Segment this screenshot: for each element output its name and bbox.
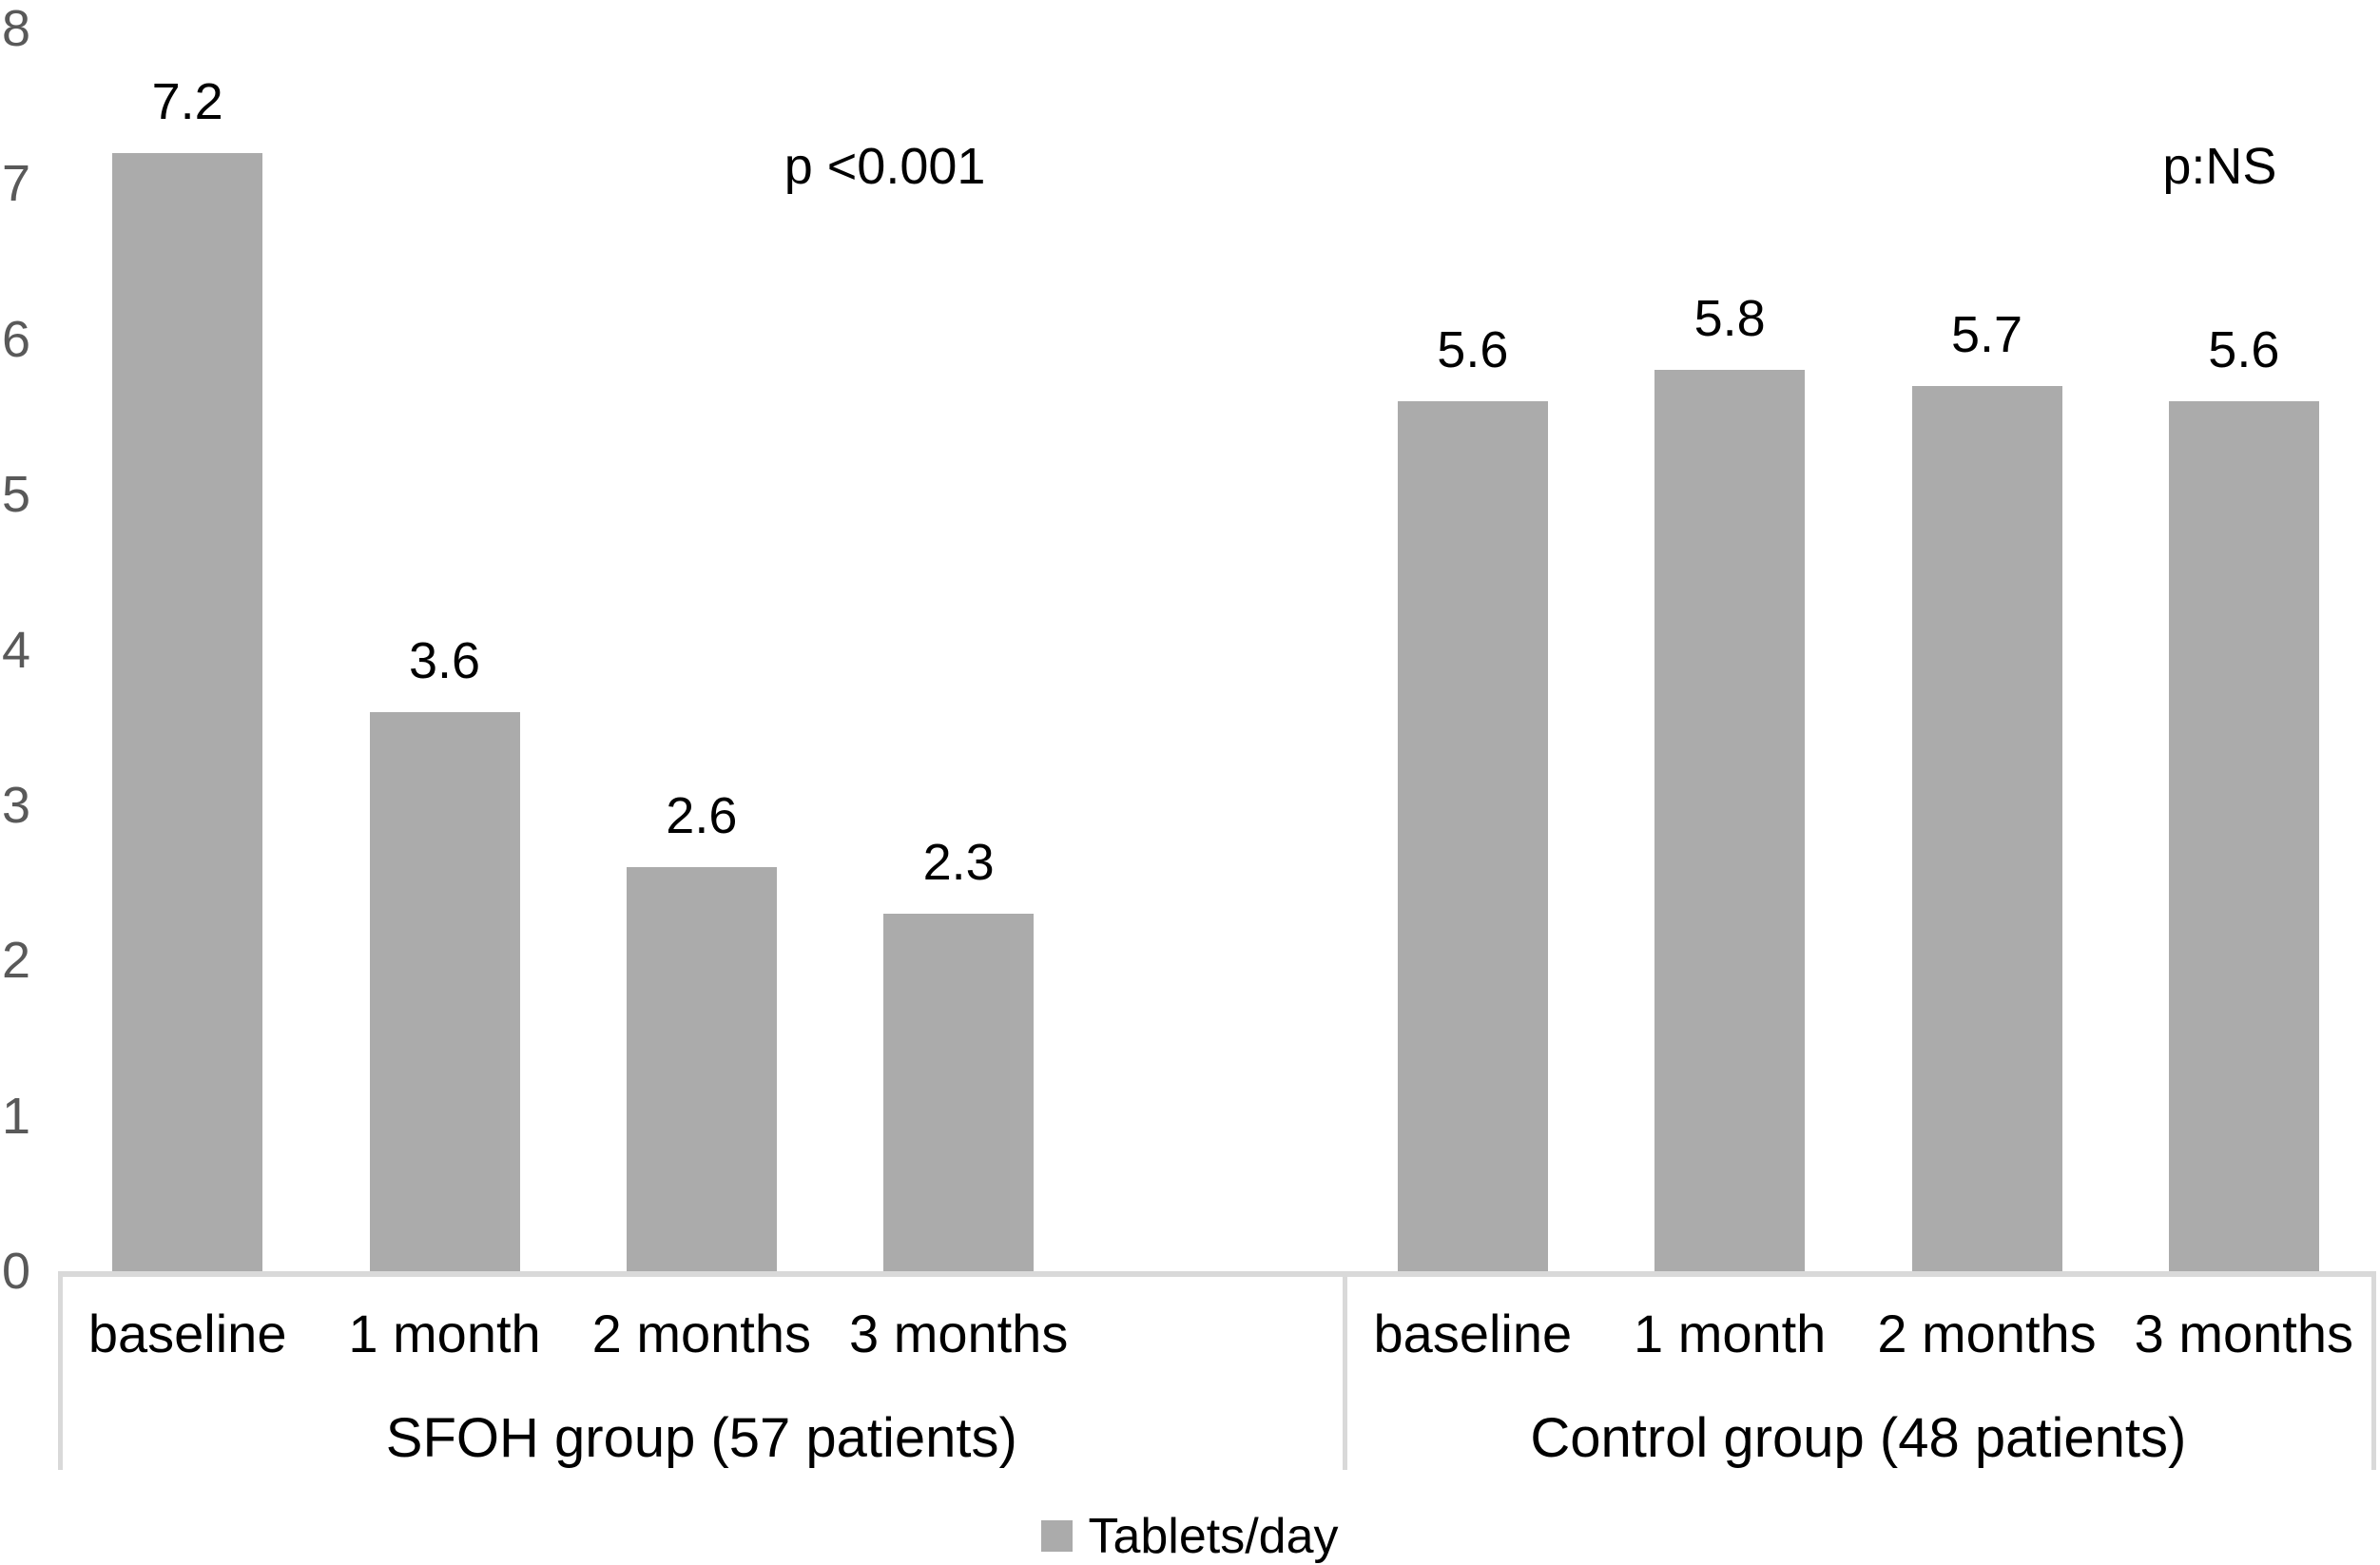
y-tick-label: 1 xyxy=(2,1087,31,1145)
y-tick-label: 3 xyxy=(2,776,31,834)
category-label: baseline xyxy=(1373,1304,1573,1363)
bar-2-months xyxy=(1911,385,2062,1271)
group-label: SFOH group (57 patients) xyxy=(385,1407,1017,1469)
category-border-line xyxy=(2370,1271,2376,1470)
group-label: Control group (48 patients) xyxy=(1530,1407,2187,1469)
bar-baseline xyxy=(1397,401,1548,1271)
category-border-line xyxy=(57,1271,63,1470)
category-label: 2 months xyxy=(591,1304,811,1363)
legend: Tablets/day xyxy=(0,1507,2380,1565)
category-label: 3 months xyxy=(2134,1304,2353,1363)
y-tick-label: 2 xyxy=(2,932,31,990)
legend-label: Tablets/day xyxy=(1088,1508,1339,1564)
bar-value-label: 5.7 xyxy=(1950,305,2023,363)
y-tick-label: 0 xyxy=(2,1243,31,1300)
y-tick-label: 8 xyxy=(2,0,31,57)
bar-value-label: 7.2 xyxy=(151,72,223,130)
category-label: 1 month xyxy=(1633,1304,1827,1363)
bar-value-label: 5.6 xyxy=(2208,321,2280,379)
bar-value-label: 2.6 xyxy=(666,787,738,845)
bar-value-label: 2.3 xyxy=(922,834,995,892)
bar-3-months xyxy=(883,914,1035,1271)
bar-2-months xyxy=(626,867,777,1271)
category-label: 2 months xyxy=(1877,1304,2097,1363)
category-label: 1 month xyxy=(348,1304,541,1363)
y-tick-label: 7 xyxy=(2,155,31,213)
bar-baseline xyxy=(112,152,263,1271)
p-value-annotation: p <0.001 xyxy=(784,138,986,195)
bar-1-month xyxy=(369,711,520,1271)
bar-value-label: 3.6 xyxy=(408,631,481,689)
legend-marker-icon xyxy=(1041,1520,1074,1552)
y-tick-label: 6 xyxy=(2,310,31,368)
bar-value-label: 5.8 xyxy=(1693,290,1766,348)
bar-1-month xyxy=(1654,370,1806,1271)
y-tick-label: 4 xyxy=(2,621,31,679)
y-tick-label: 5 xyxy=(2,466,31,524)
category-label: baseline xyxy=(87,1304,287,1363)
category-label: 3 months xyxy=(848,1304,1069,1363)
p-value-annotation: p:NS xyxy=(2162,138,2277,195)
category-border-line xyxy=(1343,1271,1348,1470)
x-axis-line xyxy=(59,1271,2372,1277)
bar-3-months xyxy=(2168,401,2319,1271)
bar-value-label: 5.6 xyxy=(1437,321,1509,379)
